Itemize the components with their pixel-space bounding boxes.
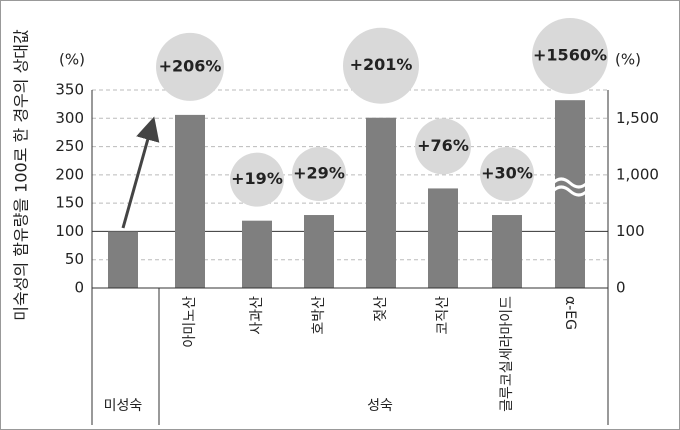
- annotation-bubble: [156, 32, 224, 101]
- x-tick-label: 호박산: [311, 296, 327, 335]
- bar: [428, 188, 458, 288]
- y-unit: (%): [59, 51, 85, 69]
- bar: [242, 220, 272, 288]
- y2-tick-label: 100: [616, 222, 645, 240]
- bar: [304, 215, 334, 288]
- y-tick-label: 200: [55, 165, 84, 183]
- annotation: +19%: [231, 169, 283, 188]
- bar: [366, 117, 396, 288]
- annotation-bubble: [292, 147, 346, 202]
- axis-break: [551, 177, 589, 189]
- annotation-bubble: [415, 118, 471, 175]
- x-tick-label: 아미노산: [182, 296, 198, 348]
- y2-tick-label: 1,500: [616, 109, 659, 127]
- y-tick-label: 100: [55, 222, 84, 240]
- annotation: +206%: [159, 56, 222, 75]
- x-tick-label: 젖산: [373, 296, 389, 322]
- annotation: +201%: [350, 55, 413, 74]
- axis-break: [551, 185, 589, 197]
- y2-tick-label: 1,000: [616, 165, 659, 183]
- annotation-bubble: [343, 27, 419, 104]
- y2-unit: (%): [615, 51, 641, 69]
- annotation: +1560%: [533, 46, 607, 65]
- annotation: +76%: [417, 136, 469, 155]
- y-tick-label: 250: [55, 137, 84, 155]
- bar: [175, 114, 205, 289]
- annotation-bubble: [480, 147, 534, 202]
- y2-tick-label: 0: [616, 279, 626, 297]
- y-tick-label: 350: [55, 81, 84, 99]
- annotation-bubble: [532, 18, 608, 94]
- group-label: 미성숙: [104, 398, 143, 414]
- x-tick-label: 코직산: [435, 296, 451, 335]
- group-label: 성숙: [367, 398, 393, 414]
- bar: [492, 215, 522, 288]
- annotation: +30%: [481, 164, 533, 183]
- x-tick-label: 사과산: [249, 296, 265, 335]
- y-tick-label: 50: [65, 250, 84, 268]
- y-axis-label: 미숙성의 함유량을 100로 한 경우의 상대값: [12, 29, 31, 321]
- arrow: [121, 116, 160, 229]
- y-tick-label: 0: [74, 279, 84, 297]
- x-tick-label: 글루코실세라마이드: [499, 296, 515, 412]
- y-tick-label: 300: [55, 109, 84, 127]
- bar: [108, 231, 138, 288]
- annotation: +29%: [293, 164, 345, 183]
- x-tick-label: α-EG: [562, 296, 578, 330]
- annotation-bubble: [230, 152, 284, 207]
- y-tick-label: 150: [55, 194, 84, 212]
